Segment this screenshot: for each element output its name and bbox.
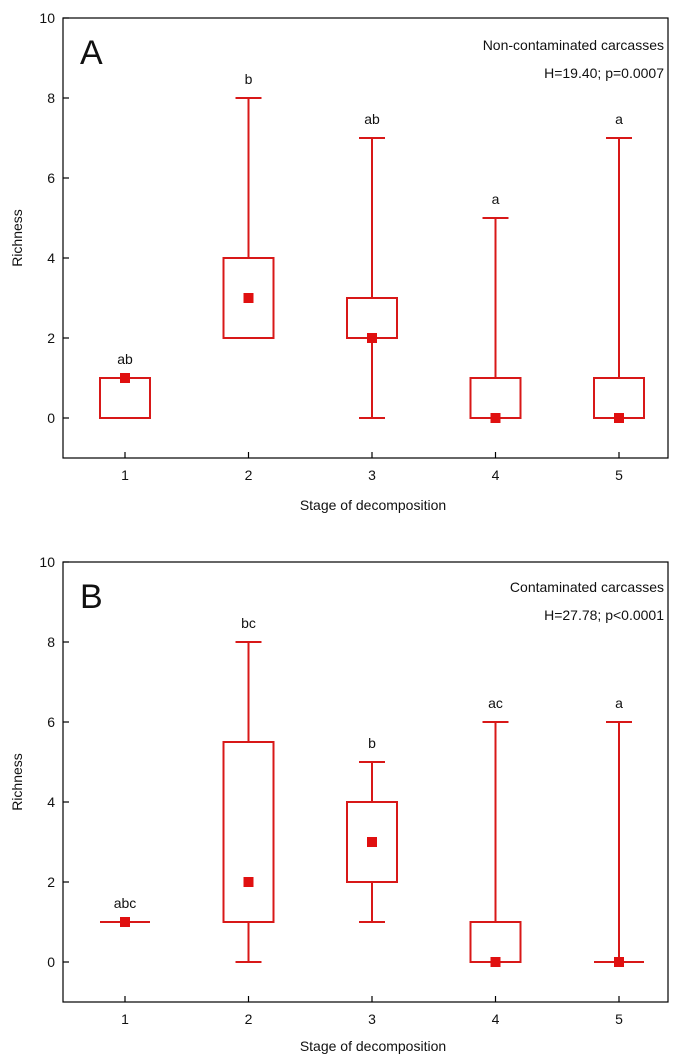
panel-a-box [222,257,275,339]
panel-a-annotation-line2: H=19.40; p=0.0007 [544,65,664,81]
panel-b-significance-letter: a [615,695,623,711]
panel-a-letter: A [80,34,103,72]
panel-a-x-ticks: 1 2 3 4 5 [121,452,623,483]
panel-a-significance-letter: ab [364,111,380,127]
panel-b-y-tick-label: 10 [39,554,55,570]
panel-a-box-group: ab [99,351,151,419]
panel-b-y-tick-label: 0 [47,954,55,970]
panel-a-y-tick-label: 6 [47,170,55,186]
panel-b-x-tick-label: 3 [368,1011,376,1027]
panel-b-median-marker [120,917,130,927]
panel-b-box-group: bc [222,615,275,963]
panel-b-median-marker [367,837,377,847]
panel-a-y-ticks: 0 2 4 6 8 10 [39,10,69,426]
panel-a-x-tick-label: 4 [492,467,500,483]
panel-a-significance-letter: ab [117,351,133,367]
panel-b-box [469,921,522,963]
panel-b-box-group: a [594,695,644,967]
panel-a-median-marker [614,413,624,423]
panel-b-significance-letter: ac [488,695,503,711]
panel-a-median-marker [243,293,254,303]
panel-b-y-tick-label: 6 [47,714,55,730]
panel-a-x-axis-title: Stage of decomposition [300,497,446,513]
panel-a-box-group: a [469,191,522,423]
panel-b-y-ticks: 0 2 4 6 8 10 [39,554,69,970]
panel-a-y-tick-label: 0 [47,410,55,426]
panel-a-x-tick-label: 1 [121,467,129,483]
panel-a-box-group: ab [346,111,398,419]
panel-b-median-marker [490,957,501,967]
panel-a-x-tick-label: 2 [245,467,253,483]
panel-a-annotation-line1: Non-contaminated carcasses [483,37,664,53]
panel-a-box [99,377,151,419]
panel-b-y-tick-label: 8 [47,634,55,650]
panel-a-median-marker [120,373,130,383]
panel-a: A Non-contaminated carcasses H=19.40; p=… [9,10,669,513]
panel-b-boxes: abc bc b ac a [100,615,644,967]
panel-a-significance-letter: a [492,191,500,207]
panel-b-box-group: abc [100,895,150,927]
panel-b-annotation-line2: H=27.78; p<0.0001 [544,607,664,623]
panel-b-y-tick-label: 2 [47,874,55,890]
panel-b-median-marker [243,877,254,887]
panel-a-significance-letter: b [245,71,253,87]
panel-b-significance-letter: bc [241,615,256,631]
panel-a-box [346,297,398,339]
panel-b-x-tick-label: 4 [492,1011,500,1027]
panel-a-y-tick-label: 2 [47,330,55,346]
panel-b-significance-letter: b [368,735,376,751]
panel-a-median-marker [367,333,377,343]
panel-a-box [593,377,645,419]
panel-b-frame [62,561,669,1003]
panel-a-frame [62,17,669,459]
panel-a-x-tick-label: 3 [368,467,376,483]
panel-b: B Contaminated carcasses H=27.78; p<0.00… [9,554,669,1054]
panel-a-y-tick-label: 10 [39,10,55,26]
panel-b-x-tick-label: 2 [245,1011,253,1027]
panel-b-box-group: b [346,735,398,923]
panel-b-box-group: ac [469,695,522,967]
panel-a-box-group: b [222,71,275,339]
panel-a-box [469,377,522,419]
panel-b-x-tick-label: 5 [615,1011,623,1027]
panel-a-median-marker [490,413,501,423]
panel-a-significance-letter: a [615,111,623,127]
panel-a-box-group: a [593,111,645,423]
panel-b-x-ticks: 1 2 3 4 5 [121,996,623,1027]
panel-a-y-axis-title: Richness [9,209,25,267]
panel-b-x-tick-label: 1 [121,1011,129,1027]
panel-b-annotation-line1: Contaminated carcasses [510,579,664,595]
panel-b-box [222,741,275,923]
panel-a-y-tick-label: 4 [47,250,55,266]
panel-a-x-tick-label: 5 [615,467,623,483]
panel-a-y-tick-label: 8 [47,90,55,106]
panel-b-letter: B [80,578,103,616]
panel-b-median-marker [614,957,624,967]
panel-b-box [346,801,398,883]
panel-b-x-axis-title: Stage of decomposition [300,1038,446,1054]
panel-a-boxes: ab b ab a a [99,71,645,423]
panel-b-y-axis-title: Richness [9,753,25,811]
panel-b-significance-letter: abc [114,895,137,911]
panel-b-y-tick-label: 4 [47,794,55,810]
